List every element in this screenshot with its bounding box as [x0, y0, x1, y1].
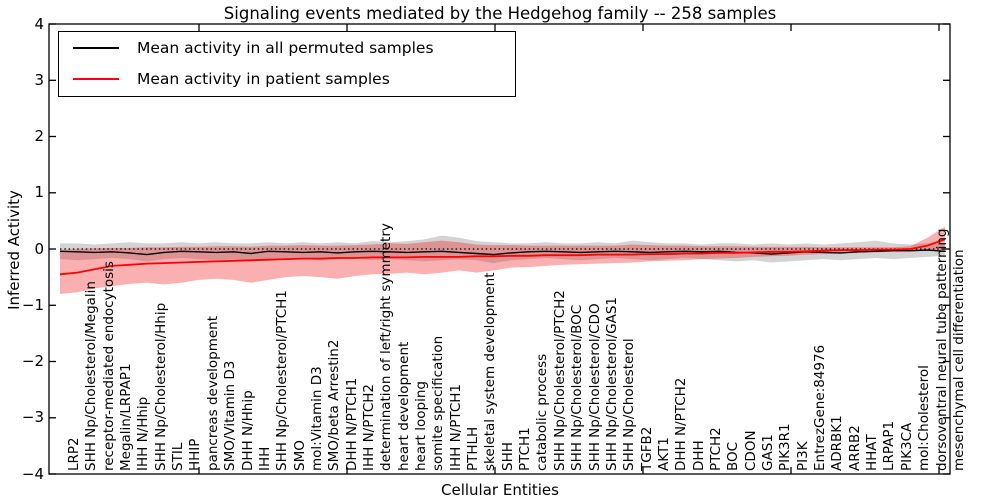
patient-mean-line [59, 238, 946, 276]
legend-entry-patient: Mean activity in patient samples [59, 63, 515, 94]
permuted-range-band [60, 235, 945, 264]
x-axis-label: Cellular Entities [441, 481, 559, 499]
legend-line-permuted-icon [73, 46, 119, 49]
legend-label-patient: Mean activity in patient samples [137, 69, 390, 88]
chart-title: Signaling events mediated by the Hedgeho… [223, 4, 777, 23]
legend-line-patient-icon [73, 77, 119, 80]
patient-range-band [60, 226, 945, 294]
legend-entry-permuted: Mean activity in all permuted samples [59, 32, 515, 63]
legend: Mean activity in all permuted samples Me… [58, 31, 516, 97]
y-axis-label: Inferred Activity [5, 190, 23, 310]
legend-label-permuted: Mean activity in all permuted samples [137, 38, 434, 57]
